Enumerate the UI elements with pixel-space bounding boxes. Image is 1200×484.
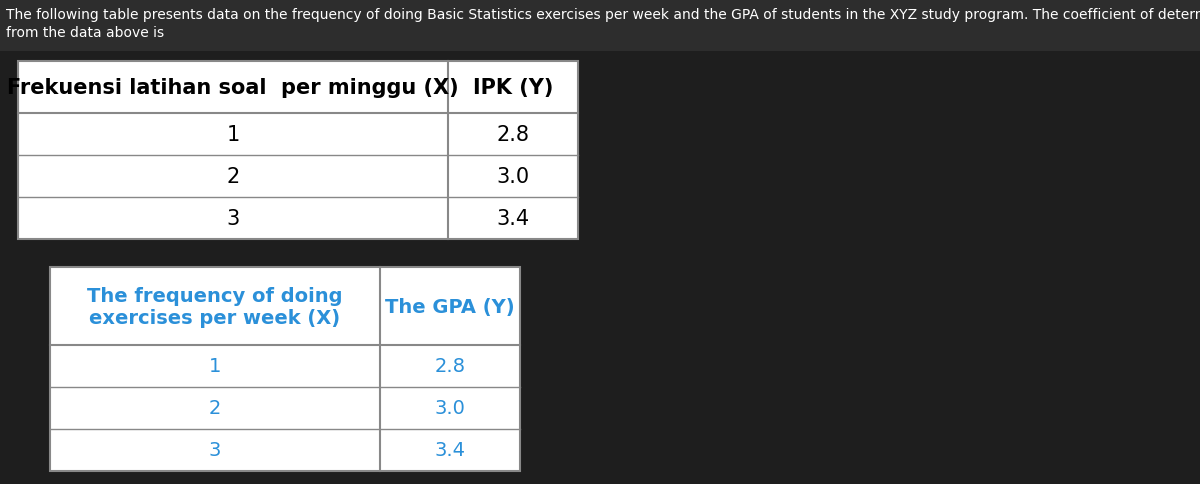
Text: The following table presents data on the frequency of doing Basic Statistics exe: The following table presents data on the… <box>6 8 1200 40</box>
Text: 3: 3 <box>227 209 240 228</box>
Text: 2: 2 <box>209 399 221 418</box>
Text: 3.0: 3.0 <box>434 399 466 418</box>
Text: IPK (Y): IPK (Y) <box>473 78 553 98</box>
Text: 3.0: 3.0 <box>497 166 529 187</box>
Text: 2.8: 2.8 <box>497 125 529 145</box>
Bar <box>50 268 520 471</box>
Text: 2: 2 <box>227 166 240 187</box>
Text: 2.8: 2.8 <box>434 357 466 376</box>
Text: The frequency of doing
exercises per week (X): The frequency of doing exercises per wee… <box>88 286 343 327</box>
Text: 3.4: 3.4 <box>434 440 466 459</box>
Bar <box>18 62 578 240</box>
Text: 1: 1 <box>227 125 240 145</box>
Bar <box>0 0 1200 52</box>
Text: 3: 3 <box>209 440 221 459</box>
Text: The GPA (Y): The GPA (Y) <box>385 297 515 316</box>
Text: 3.4: 3.4 <box>497 209 529 228</box>
Text: 1: 1 <box>209 357 221 376</box>
Text: Frekuensi latihan soal  per minggu (X): Frekuensi latihan soal per minggu (X) <box>7 78 458 98</box>
